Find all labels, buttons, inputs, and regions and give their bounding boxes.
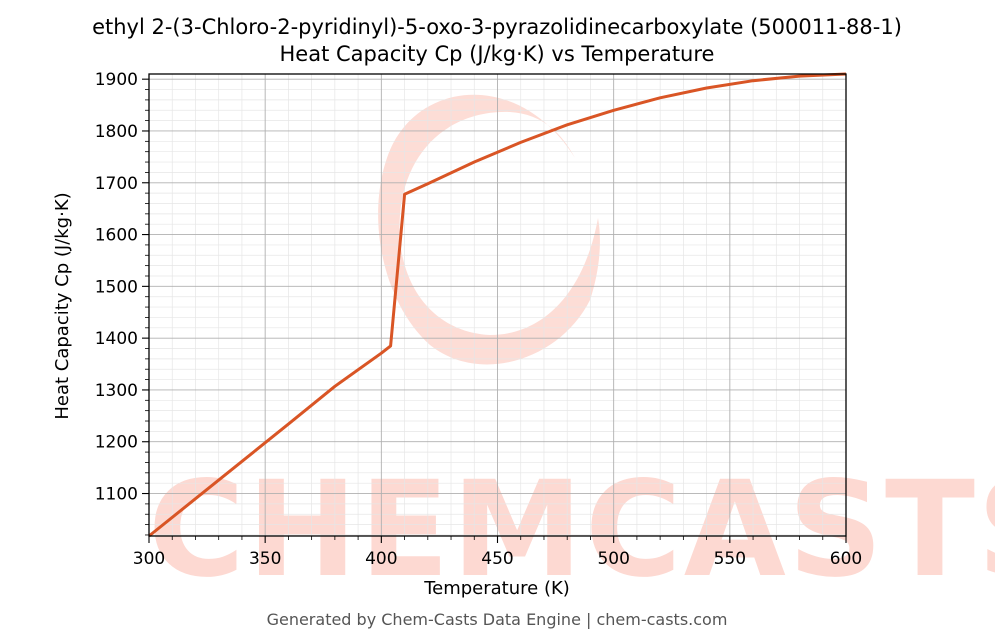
chart-title-line1: ethyl 2-(3-Chloro-2-pyridinyl)-5-oxo-3-p… — [92, 15, 902, 39]
y-tick-label: 1200 — [95, 433, 138, 453]
y-tick-label: 1400 — [95, 329, 138, 349]
watermark-swirl — [378, 94, 600, 365]
y-tick-label: 1300 — [95, 381, 138, 401]
cp-series-line — [148, 72, 847, 538]
x-tick-label: 500 — [597, 549, 629, 569]
y-tick-label: 1500 — [95, 277, 138, 297]
x-tick-label: 550 — [714, 549, 746, 569]
x-tick-label: 600 — [830, 549, 862, 569]
footer-credit: Generated by Chem-Casts Data Engine | ch… — [267, 610, 728, 629]
y-tick-label: 1100 — [95, 485, 138, 505]
watermark-text: CHEMCASTS — [148, 453, 995, 607]
chemcasts-watermark: CHEMCASTS — [148, 94, 995, 607]
y-tick-label: 1900 — [95, 70, 138, 90]
y-tick-label: 1600 — [95, 226, 138, 246]
x-tick-label: 400 — [365, 549, 397, 569]
x-tick-label: 450 — [481, 549, 513, 569]
x-axis-label: Temperature (K) — [423, 578, 570, 599]
chart-title-line2: Heat Capacity Cp (J/kg·K) vs Temperature — [280, 42, 715, 66]
y-axis-label: Heat Capacity Cp (J/kg·K) — [52, 192, 73, 419]
axis-ticks — [142, 78, 847, 543]
x-tick-label: 300 — [133, 549, 165, 569]
tick-labels: 300 350 400 450 500 550 600 1100 1200 1300 1400 150… — [95, 70, 862, 569]
x-tick-label: 350 — [249, 549, 281, 569]
y-tick-label: 1800 — [95, 122, 138, 142]
y-tick-label: 1700 — [95, 174, 138, 194]
